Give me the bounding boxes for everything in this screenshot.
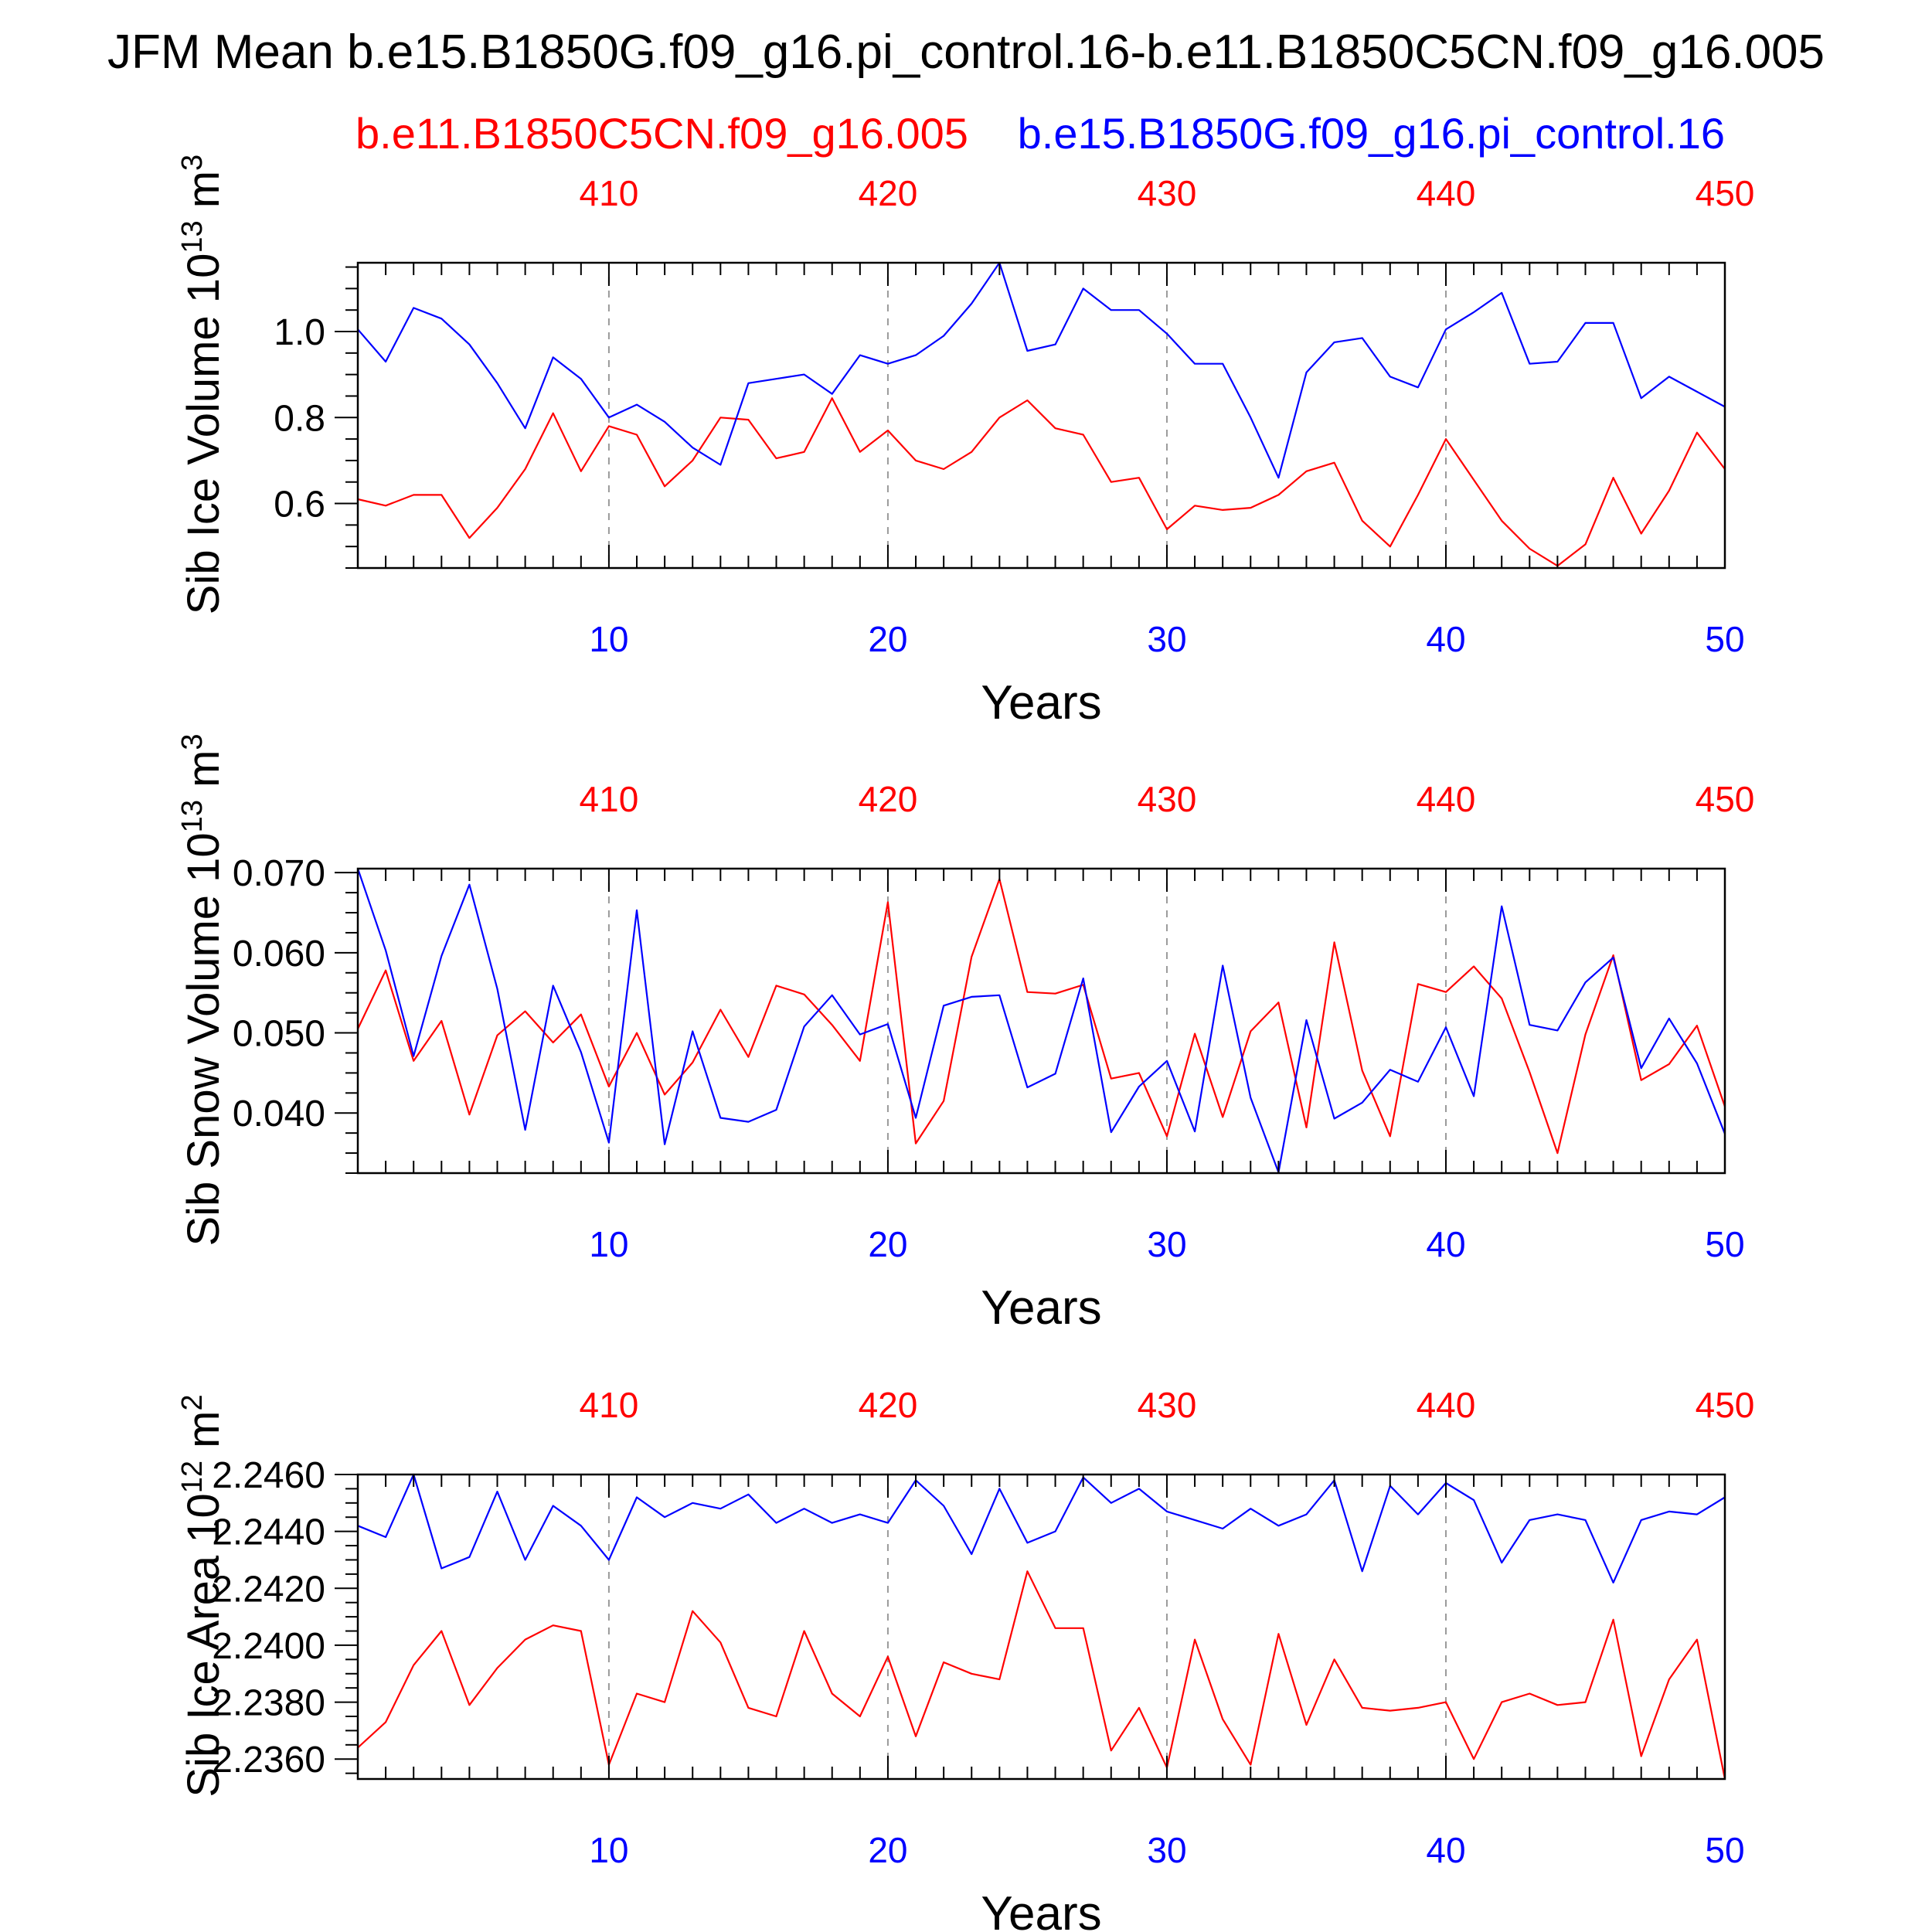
y-tick-label: 1.0	[274, 312, 325, 353]
panel-2: 0.040 0.050 0.060 0.070 10 410 20 420 30 430 40 440…	[176, 733, 1754, 1335]
x-tick-label-bottom: 20	[868, 619, 907, 659]
y-axis-title: Sib Ice Area 1012 m2	[176, 1394, 229, 1797]
x-tick-label-bottom: 40	[1426, 1830, 1465, 1870]
x-tick-label-top: 440	[1417, 173, 1476, 213]
panel-1: 0.6 0.8 1.0 10 410 20 420 30 430 40 440 50 450 Years S…	[176, 155, 1754, 730]
x-tick-label-top: 450	[1696, 173, 1755, 213]
x-tick-label-top: 450	[1696, 1385, 1755, 1425]
legend-blue-label: b.e15.B1850G.f09_g16.pi_control.16	[1018, 109, 1725, 158]
x-tick-label-bottom: 10	[589, 619, 628, 659]
y-tick-label: 2.2460	[212, 1455, 325, 1496]
x-axis-title: Years	[981, 1887, 1101, 1932]
x-tick-label-bottom: 40	[1426, 619, 1465, 659]
y-axis-title-unit: m	[179, 750, 229, 800]
x-tick-label-top: 420	[859, 1385, 918, 1425]
x-tick-label-bottom: 30	[1147, 1224, 1186, 1264]
x-tick-label-top: 440	[1417, 1385, 1476, 1425]
y-axis-title: Sib Snow Volume 1013 m3	[176, 733, 229, 1246]
x-tick-label-top: 410	[580, 779, 639, 819]
x-tick-label-bottom: 10	[589, 1224, 628, 1264]
y-tick-label: 0.050	[233, 1014, 325, 1055]
y-tick-label: 0.060	[233, 934, 325, 975]
y-axis-title-text: Sib Ice Area 10	[179, 1493, 229, 1797]
series-line-red	[357, 1570, 1726, 1780]
y-axis-title-exponent: 13	[176, 800, 209, 832]
y-tick-label: 0.040	[233, 1094, 325, 1134]
y-axis-title-unit-power: 2	[176, 1394, 209, 1410]
plot-frame	[356, 261, 1726, 570]
y-tick-label: 2.2420	[212, 1569, 325, 1610]
legend-red-label: b.e11.B1850C5CN.f09_g16.005	[355, 109, 968, 158]
x-tick-label-top: 410	[580, 173, 639, 213]
x-tick-label-bottom: 30	[1147, 619, 1186, 659]
y-tick-label: 2.2440	[212, 1512, 325, 1553]
panel-3: 2.2360 2.2380 2.2400 2.2420 2.2440 2.2460 10 41…	[176, 1385, 1754, 1932]
y-axis-title-exponent: 13	[176, 220, 209, 253]
y-axis-title-unit-power: 3	[176, 155, 209, 171]
x-axis-title: Years	[981, 1281, 1101, 1335]
y-tick-label: 2.2400	[212, 1626, 325, 1667]
series-line-blue	[357, 261, 1726, 479]
x-tick-label-top: 410	[580, 1385, 639, 1425]
x-tick-label-top: 420	[859, 173, 918, 213]
y-axis-title-text: Sib Snow Volume 10	[179, 832, 229, 1246]
chart-title: JFM Mean b.e15.B1850G.f09_g16.pi_control…	[107, 26, 1825, 79]
x-tick-label-bottom: 50	[1705, 1830, 1744, 1870]
y-tick-label: 0.8	[274, 398, 325, 439]
series-line-red	[357, 397, 1726, 567]
y-tick-label: 2.2360	[212, 1740, 325, 1781]
y-axis-title-text: Sib Ice Volume 10	[179, 253, 229, 615]
x-tick-label-top: 430	[1138, 1385, 1197, 1425]
x-tick-label-bottom: 50	[1705, 619, 1744, 659]
x-axis-title: Years	[981, 676, 1101, 730]
x-tick-label-top: 450	[1696, 779, 1755, 819]
x-tick-label-top: 420	[859, 779, 918, 819]
plot-frame	[356, 867, 1726, 1175]
x-tick-label-bottom: 20	[868, 1830, 907, 1870]
y-tick-label: 2.2380	[212, 1683, 325, 1724]
x-tick-label-bottom: 40	[1426, 1224, 1465, 1264]
x-tick-label-top: 430	[1138, 779, 1197, 819]
y-axis-title-unit-power: 3	[176, 733, 209, 750]
y-axis-title: Sib Ice Volume 1013 m3	[176, 155, 229, 614]
x-tick-label-top: 440	[1417, 779, 1476, 819]
panels: 0.6 0.8 1.0 10 410 20 420 30 430 40 440 50 450 Years S…	[176, 155, 1754, 1932]
x-tick-label-bottom: 10	[589, 1830, 628, 1870]
y-axis-title-unit: m	[179, 1411, 229, 1461]
series-line-red	[357, 878, 1726, 1155]
y-tick-label: 0.070	[233, 853, 325, 894]
x-tick-label-top: 430	[1138, 173, 1197, 213]
x-tick-label-bottom: 30	[1147, 1830, 1186, 1870]
x-tick-label-bottom: 50	[1705, 1224, 1744, 1264]
x-tick-label-bottom: 20	[868, 1224, 907, 1264]
series-line-blue	[356, 868, 1726, 1174]
y-tick-label: 0.6	[274, 485, 325, 526]
series-line-blue	[357, 1473, 1726, 1584]
y-axis-title-exponent: 12	[176, 1461, 209, 1493]
y-axis-title-unit: m	[179, 171, 229, 220]
plot-frame	[356, 1473, 1726, 1781]
